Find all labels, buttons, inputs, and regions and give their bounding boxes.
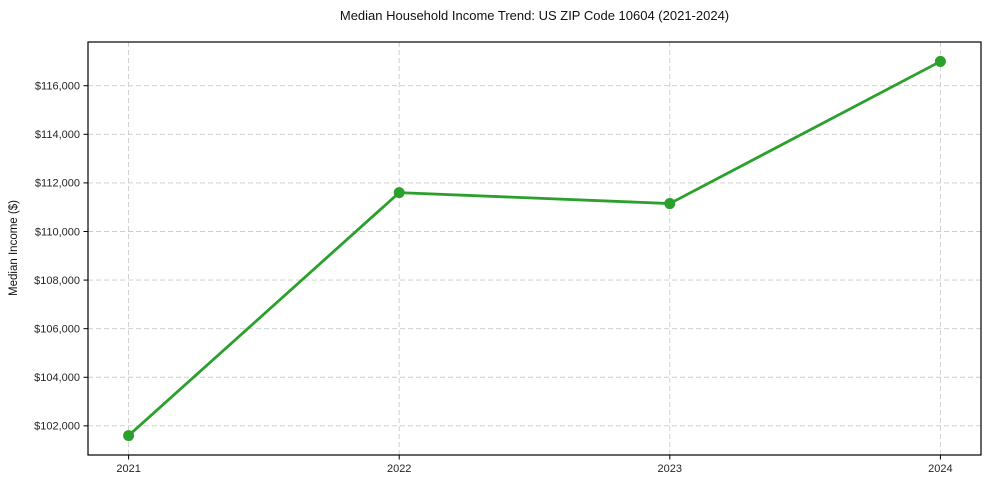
y-tick-label: $112,000 (35, 178, 80, 190)
y-axis-ticks: $102,000 $104,000 $106,000 $108,000 $110,000… (34, 81, 88, 433)
trend-line (127, 60, 942, 437)
y-tick-label: $104,000 (34, 372, 80, 384)
x-tick-label: 2022 (387, 463, 411, 475)
data-point-marker (664, 198, 676, 210)
y-tick-label: $116,000 (35, 81, 80, 93)
axis-frame (87, 41, 982, 456)
x-axis-ticks: 2021 2022 2023 2024 (116, 455, 953, 475)
y-tick-label: $108,000 (34, 275, 80, 287)
chart-title: Median Household Income Trend: US ZIP Co… (339, 8, 730, 23)
y-tick-label: $106,000 (34, 323, 80, 335)
x-tick-label: 2021 (116, 463, 140, 475)
x-tick-label: 2023 (658, 463, 682, 475)
x-tick-label: 2024 (928, 463, 952, 475)
data-point-marker (934, 55, 946, 67)
y-tick-label: $114,000 (35, 129, 80, 141)
income-series (123, 55, 946, 442)
y-tick-label: $110,000 (35, 226, 80, 238)
y-tick-label: $102,000 (34, 421, 80, 433)
gridlines (88, 42, 981, 455)
data-point-marker (393, 187, 405, 199)
data-point-marker (123, 430, 135, 442)
